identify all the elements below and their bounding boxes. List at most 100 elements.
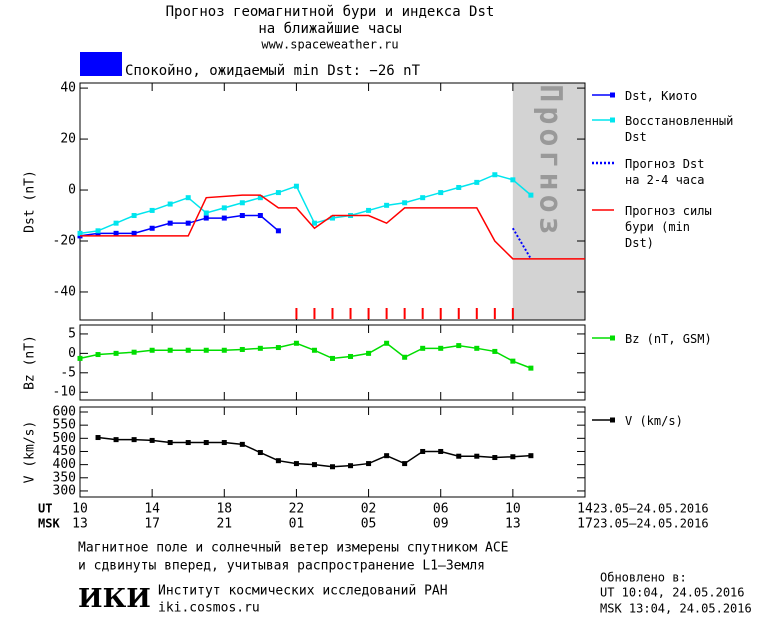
y-tick-label: 600: [53, 405, 76, 420]
y-tick-label: 550: [53, 418, 76, 433]
point: [366, 350, 372, 356]
point: [275, 228, 281, 234]
point: [167, 201, 173, 207]
note: и сдвинуты вперед, учитывая распростране…: [78, 559, 485, 574]
x-tick-label-msk: 13: [72, 517, 88, 532]
point: [311, 220, 317, 226]
point: [131, 213, 137, 219]
legend-label: Прогноз Dst на 2-4 часа: [625, 157, 705, 187]
point: [348, 463, 354, 469]
x-tick-label: 10: [72, 502, 88, 517]
point: [474, 179, 480, 185]
point: [293, 183, 299, 189]
point: [456, 184, 462, 190]
point: [366, 461, 372, 467]
y-tick-label: 20: [60, 132, 76, 147]
point: [239, 213, 245, 219]
y-tick-label: 0: [68, 183, 76, 198]
point: [492, 172, 498, 178]
point: [149, 437, 155, 443]
point: [95, 352, 101, 358]
legend-marker: [610, 117, 615, 123]
point: [257, 195, 263, 201]
legend-marker: [610, 335, 615, 341]
point: [366, 207, 372, 213]
point: [257, 345, 263, 351]
y-axis-label: Dst (nT): [23, 170, 38, 233]
point: [474, 453, 480, 459]
status-text: Спокойно, ожидаемый min Dst: −26 nT: [125, 63, 421, 79]
point: [510, 177, 516, 183]
point: [384, 340, 390, 346]
point: [275, 345, 281, 351]
legend-marker: [610, 417, 615, 423]
date-range: 23.05–24.05.2016: [593, 517, 709, 531]
point: [311, 347, 317, 353]
point: [293, 340, 299, 346]
y-tick-label: -10: [53, 385, 76, 400]
series-line: [511, 227, 532, 260]
point: [221, 347, 227, 353]
x-tick-label-msk: 21: [216, 517, 232, 532]
point: [420, 195, 426, 201]
x-tick-label-msk: 13: [505, 517, 521, 532]
x-tick-label: 18: [216, 502, 232, 517]
x-tick-label: 14: [577, 502, 593, 517]
point: [293, 461, 299, 467]
point: [420, 345, 426, 351]
x-tick-label-msk: 17: [577, 517, 593, 532]
series-line: [79, 214, 279, 237]
status-box: [80, 52, 122, 76]
point: [384, 453, 390, 459]
legend-label: V (km/s): [625, 414, 683, 428]
point: [167, 347, 173, 353]
point: [330, 215, 335, 221]
site: iki.cosmos.ru: [158, 601, 260, 616]
point: [528, 192, 534, 198]
point: [113, 350, 119, 356]
point: [492, 348, 498, 354]
point: [510, 358, 516, 364]
point: [510, 454, 516, 460]
point: [438, 345, 444, 351]
point: [131, 437, 137, 443]
point: [185, 440, 191, 446]
note: Магнитное поле и солнечный ветер измерен…: [78, 541, 508, 556]
y-tick-label: 400: [53, 457, 76, 472]
point: [330, 355, 335, 361]
point: [203, 440, 209, 446]
point: [239, 346, 245, 352]
point: [438, 448, 444, 454]
point: [149, 207, 155, 213]
x-tick-label: 14: [144, 502, 160, 517]
point: [402, 461, 408, 467]
point: [474, 345, 480, 351]
series-line: [79, 173, 532, 235]
forecast-label: Прогноз: [532, 84, 567, 238]
x-tick-label-msk: 09: [433, 517, 449, 532]
point: [275, 190, 281, 196]
series-line: [79, 342, 532, 369]
y-tick-label: 450: [53, 444, 76, 459]
x-tick-label-msk: 01: [289, 517, 305, 532]
point: [185, 195, 191, 201]
y-tick-label: -40: [53, 284, 76, 299]
point: [456, 343, 462, 349]
y-tick-label: -20: [53, 234, 76, 249]
forecast-band: [512, 83, 585, 320]
point: [311, 462, 317, 468]
updated-label: Обновлено в:: [600, 571, 687, 585]
updated-ut: UT 10:04, 24.05.2016: [600, 586, 745, 600]
point: [149, 225, 155, 231]
legend-label: Bz (nT, GSM): [625, 332, 712, 346]
updated-msk: MSK 13:04, 24.05.2016: [600, 602, 752, 616]
point: [528, 365, 534, 371]
y-tick-label: 0: [68, 346, 76, 361]
point: [348, 353, 354, 359]
y-tick-label: 300: [53, 483, 76, 498]
subtitle: на ближайшие часы: [258, 21, 401, 37]
point: [275, 458, 281, 464]
y-tick-label: 40: [60, 81, 76, 96]
